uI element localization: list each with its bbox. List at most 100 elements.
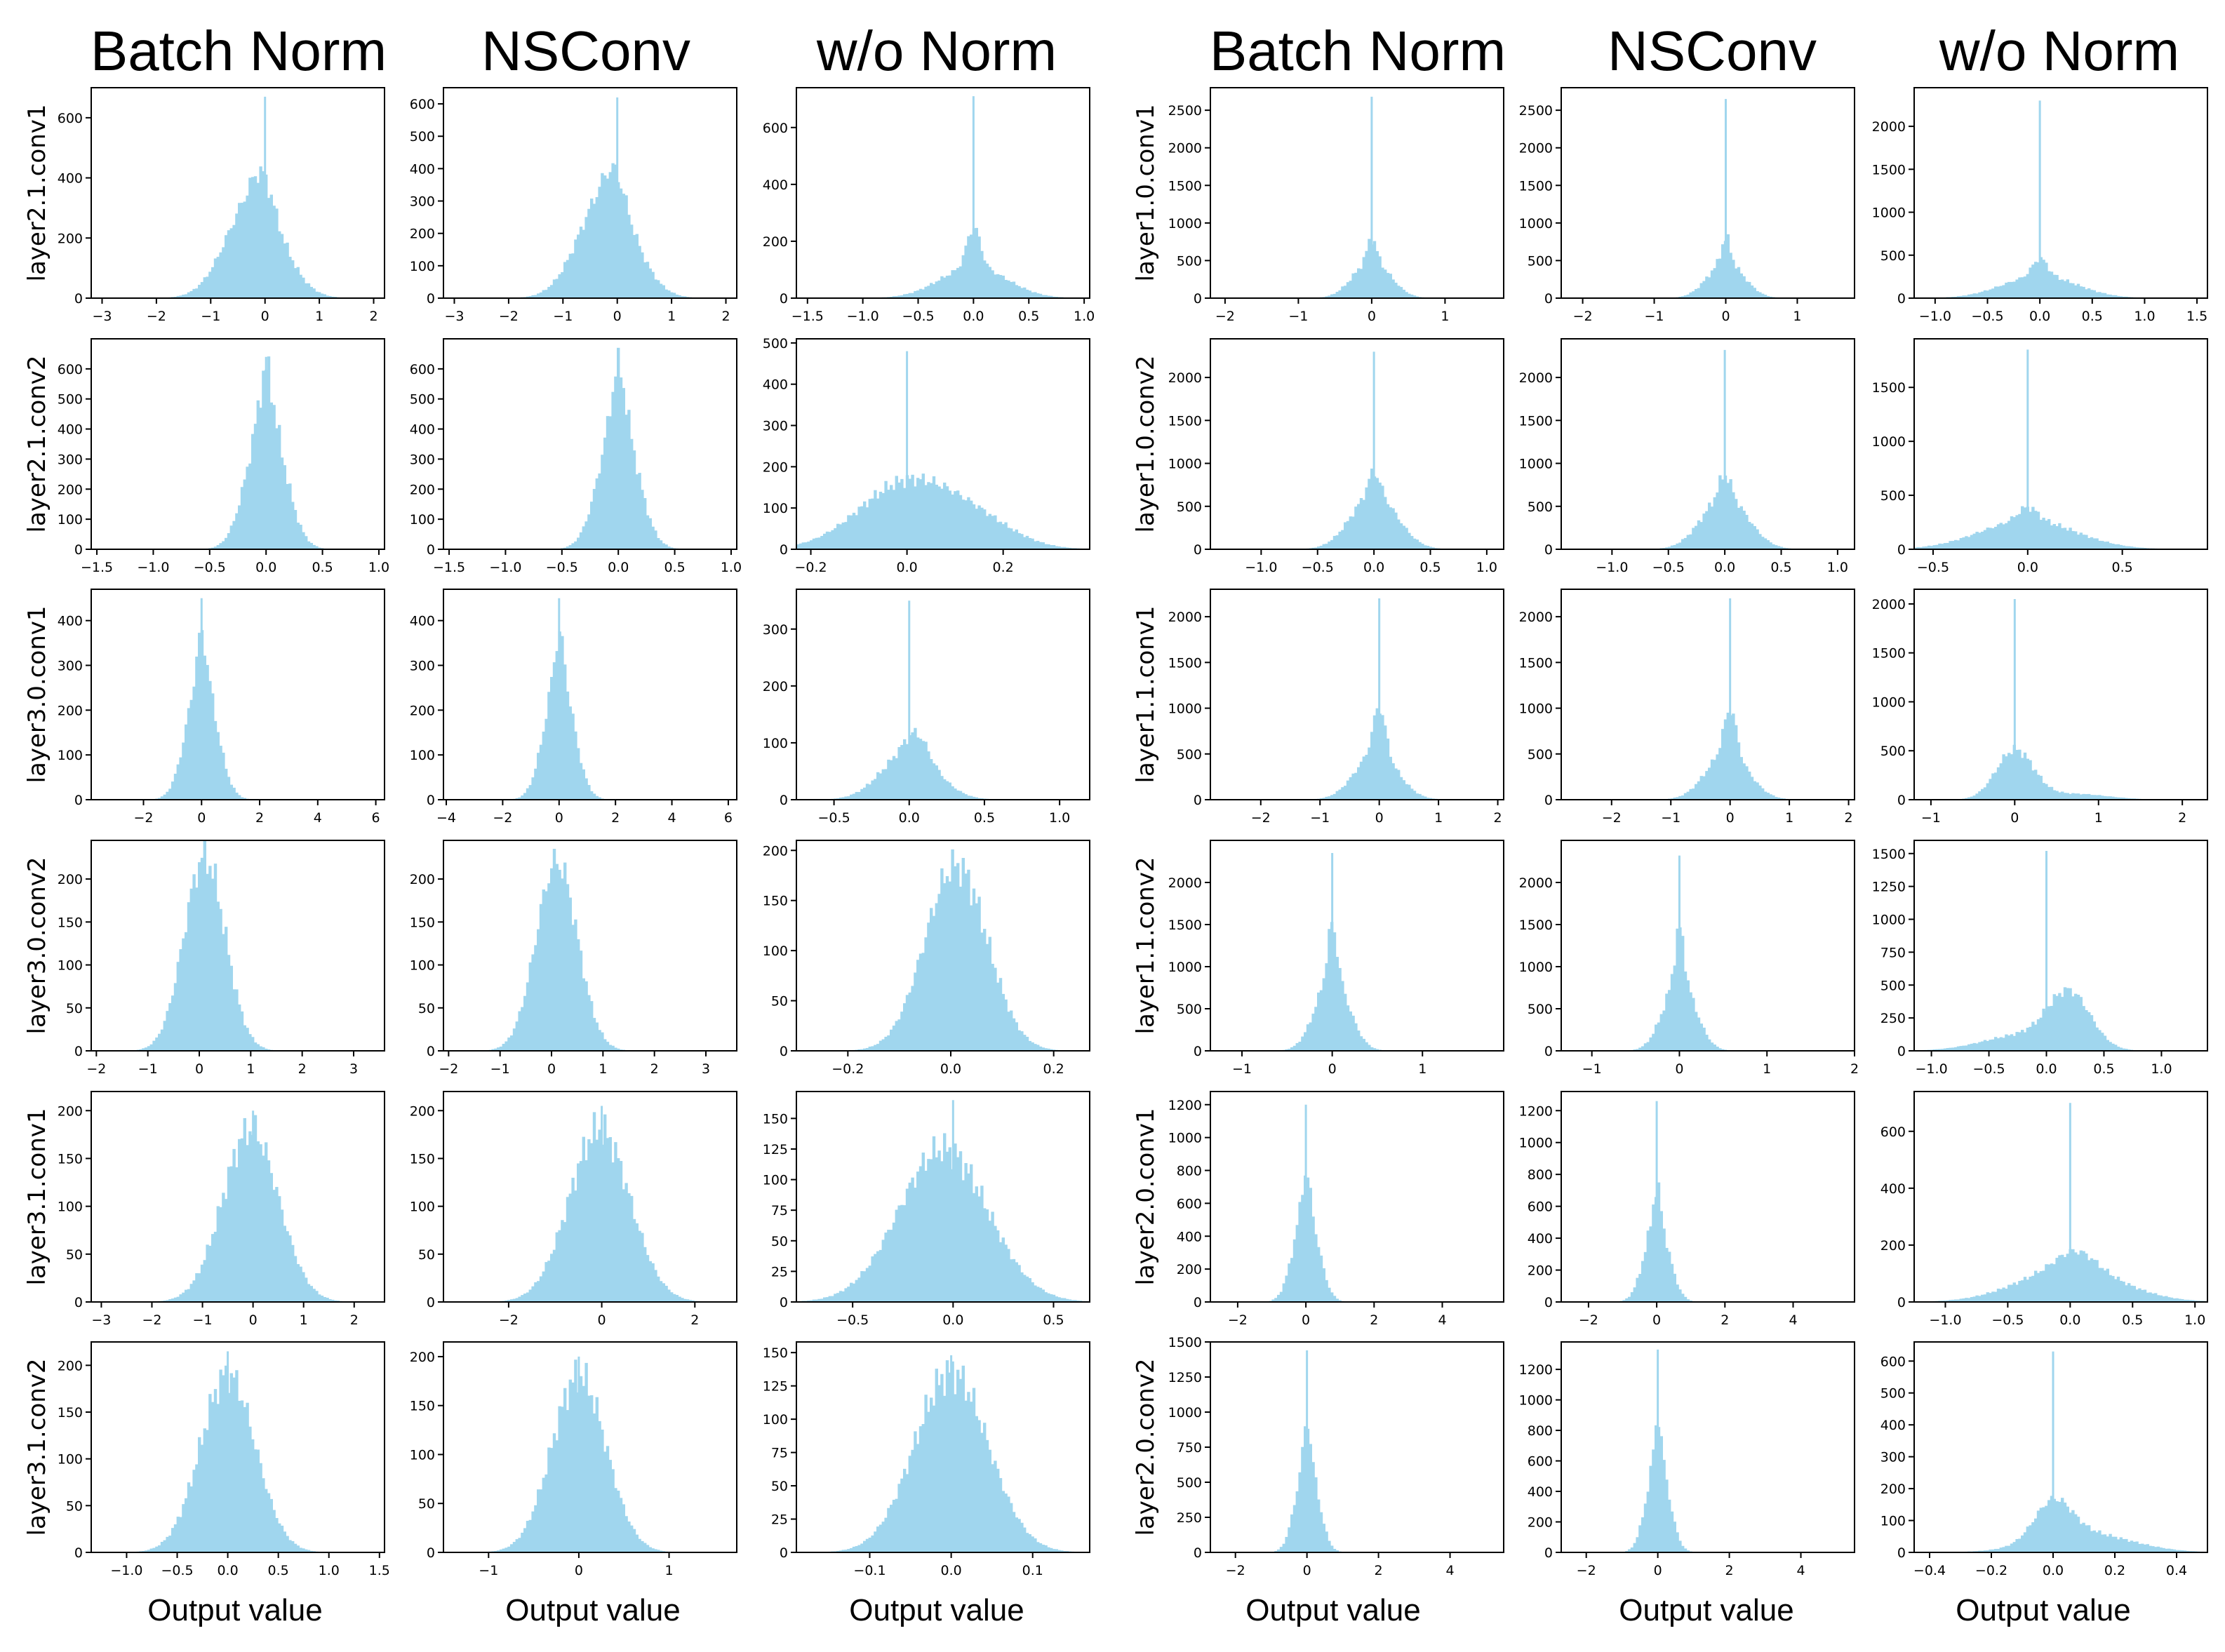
histogram-bar — [863, 1271, 867, 1302]
histogram-bar — [2042, 1008, 2045, 1051]
histogram-bar — [991, 270, 994, 298]
histogram-bar — [871, 1256, 874, 1302]
histogram-bar — [1028, 1278, 1031, 1302]
histogram-bar — [980, 250, 984, 298]
histogram-bar — [2090, 1015, 2094, 1051]
histogram-bar — [1956, 540, 1960, 549]
histogram-bar — [841, 1291, 845, 1302]
histogram-bar — [914, 290, 917, 298]
histogram-bar — [145, 1047, 148, 1051]
histogram-bar — [2010, 1284, 2014, 1302]
histogram-bar — [240, 1138, 244, 1302]
histogram-bar — [1394, 768, 1398, 800]
histogram-bar — [812, 538, 816, 549]
histogram-bar — [568, 1193, 572, 1302]
histogram-bar — [320, 293, 324, 298]
histogram-bar — [1983, 1550, 1987, 1552]
histogram-bar — [2026, 274, 2029, 298]
x-tick-label: 3 — [349, 1061, 358, 1077]
histogram-bar — [561, 1406, 564, 1552]
x-tick-label: −1.0 — [1929, 1312, 1961, 1328]
histogram-bar — [855, 1280, 858, 1302]
histogram-bar — [1359, 761, 1363, 800]
histogram-bar — [280, 234, 284, 298]
histogram-bar — [825, 1297, 829, 1302]
histogram-bar — [219, 746, 222, 800]
histogram-bar — [1038, 293, 1043, 298]
histogram-bar — [192, 1470, 196, 1552]
plot-frame — [1210, 1091, 1504, 1303]
x-tick-label: 1.5 — [2186, 309, 2207, 324]
histogram-bar — [2018, 513, 2022, 549]
histogram-bar — [262, 1047, 265, 1051]
histogram-bar — [1991, 288, 1995, 298]
histogram-bar — [256, 1449, 260, 1552]
histogram-bar — [2111, 1275, 2115, 1302]
histogram-bar — [951, 494, 954, 549]
histogram-bar — [897, 746, 901, 800]
histogram-bars — [828, 1360, 1074, 1552]
histogram-bar — [1362, 257, 1365, 298]
histogram-bar — [852, 512, 856, 549]
histogram-bar — [1681, 936, 1685, 1051]
histogram-bar — [1965, 798, 1968, 800]
histogram-bar — [1421, 795, 1424, 800]
histogram-bar — [657, 280, 660, 298]
histogram-bar — [2098, 1030, 2102, 1051]
histogram-bar — [2055, 1501, 2059, 1552]
histogram-bar — [534, 295, 537, 298]
y-tick-label: 1500 — [1168, 413, 1202, 429]
histogram-bar — [614, 164, 617, 298]
histogram-bar — [1429, 798, 1432, 800]
histogram-bar — [2125, 296, 2128, 298]
histogram-bar — [544, 718, 548, 800]
histogram-bar — [2130, 546, 2134, 549]
histogram-bar — [2012, 281, 2016, 298]
histogram-bar — [836, 523, 840, 549]
x-tick-label: 0 — [1726, 810, 1735, 826]
histogram-bar — [1641, 1517, 1645, 1552]
histogram-bar — [2071, 531, 2075, 549]
histogram-bar — [1772, 544, 1775, 549]
histogram-bar — [2111, 796, 2115, 800]
histogram-bar — [521, 1295, 524, 1302]
histogram-bar — [1047, 1048, 1050, 1051]
histogram-bar — [1956, 1046, 1960, 1051]
histogram-bar — [980, 507, 984, 549]
y-tick-label: 1500 — [1872, 646, 1906, 662]
y-tick-label: 100 — [763, 1173, 788, 1188]
histogram-bar — [1041, 1545, 1045, 1552]
histogram-bar — [1697, 288, 1701, 298]
histogram-bar — [243, 1406, 246, 1552]
histogram-bar — [200, 1444, 204, 1552]
histogram-bar — [1368, 747, 1371, 800]
histogram-bar — [2076, 1517, 2080, 1552]
histogram-bar — [855, 1545, 858, 1552]
y-tick-label: 600 — [1528, 1200, 1553, 1215]
histogram-bar — [1389, 274, 1392, 298]
histogram-bar — [2141, 1543, 2144, 1552]
plot-frame — [1561, 87, 1855, 299]
histogram-bar — [323, 294, 326, 298]
histogram-bar — [2005, 1034, 2008, 1051]
histogram-bar — [574, 1190, 577, 1302]
histogram-bar — [587, 1139, 591, 1302]
x-axis-label: Output value — [1619, 1593, 1794, 1627]
histogram-bar — [302, 532, 305, 549]
histogram-bar — [1349, 1011, 1352, 1051]
histogram-bar — [1692, 291, 1695, 298]
histogram-bar — [857, 506, 861, 549]
y-tick-label: 500 — [1177, 1475, 1202, 1491]
histogram-bar — [523, 793, 527, 800]
plot-frame — [443, 1341, 737, 1553]
row-label: layer2.0.conv1 — [1132, 1108, 1160, 1286]
y-tick-label: 50 — [66, 1498, 83, 1514]
histogram-bar — [1686, 535, 1690, 549]
histogram-bar — [1004, 999, 1008, 1051]
x-tick-label: −2 — [1577, 1563, 1596, 1578]
histogram-bar — [1772, 795, 1775, 800]
histogram-bar — [1389, 507, 1392, 549]
histogram-bar — [2002, 524, 2005, 549]
histogram-bar — [614, 376, 617, 549]
